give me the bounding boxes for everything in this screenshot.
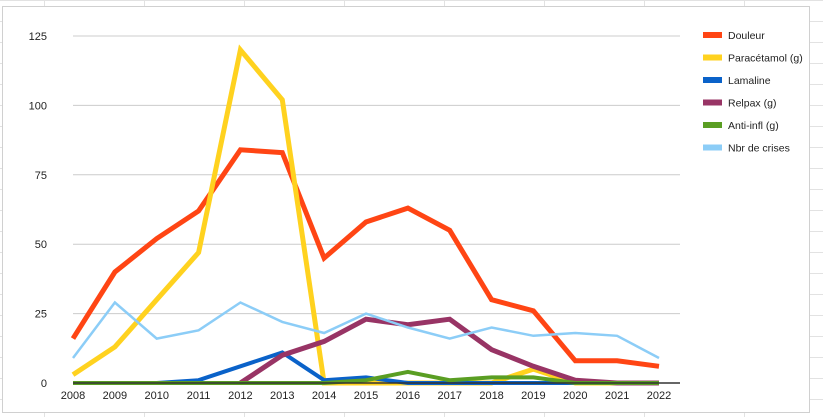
legend-swatch xyxy=(703,122,722,128)
legend-swatch xyxy=(703,77,722,83)
x-tick-label: 2019 xyxy=(521,390,545,402)
y-tick-label: 125 xyxy=(29,31,47,43)
x-tick-label: 2014 xyxy=(312,390,336,402)
legend-item[interactable]: Relpax (g) xyxy=(703,98,776,110)
x-tick-label: 2020 xyxy=(563,390,587,402)
series-line-3[interactable] xyxy=(239,316,659,386)
x-tick-label: 2009 xyxy=(103,390,127,402)
x-tick-label: 2013 xyxy=(270,390,294,402)
y-tick-label: 50 xyxy=(35,239,47,251)
y-tick-label: 75 xyxy=(35,170,47,182)
x-tick-label: 2012 xyxy=(228,390,252,402)
y-axis-ticks: 0 25 50 75 100 125 xyxy=(29,31,47,390)
legend-item[interactable]: Anti-infl (g) xyxy=(703,120,779,132)
series-line-5[interactable] xyxy=(72,300,660,360)
chart-container[interactable]: 0 25 50 75 100 125 2008 2009 2010 2011 2012 2013 20… xyxy=(2,6,810,413)
y-tick-label: 0 xyxy=(41,378,47,390)
legend-label: Douleur xyxy=(728,30,765,42)
legend-label: Nbr de crises xyxy=(728,143,790,155)
x-tick-label: 2018 xyxy=(479,390,503,402)
legend-label: Anti-infl (g) xyxy=(728,120,779,132)
x-tick-label: 2011 xyxy=(187,390,211,402)
x-tick-label: 2008 xyxy=(61,390,85,402)
x-tick-label: 2021 xyxy=(605,390,629,402)
series-line-0[interactable] xyxy=(70,147,660,369)
x-axis-ticks: 2008 2009 2010 2011 2012 2013 2014 2015 2016 2017… xyxy=(61,390,671,402)
legend-item[interactable]: Nbr de crises xyxy=(703,143,790,155)
y-tick-label: 100 xyxy=(29,100,47,112)
legend-item[interactable]: Lamaline xyxy=(703,75,771,87)
legend-item[interactable]: Paracétamol (g) xyxy=(703,53,803,65)
y-tick-label: 25 xyxy=(35,309,47,321)
x-tick-label: 2016 xyxy=(396,390,420,402)
legend-swatch xyxy=(703,144,722,151)
gridlines xyxy=(73,35,680,315)
legend-item[interactable]: Douleur xyxy=(703,30,765,42)
x-tick-label: 2022 xyxy=(647,390,671,402)
legend-label: Relpax (g) xyxy=(728,98,776,110)
x-tick-label: 2015 xyxy=(354,390,378,402)
x-tick-label: 2017 xyxy=(437,390,461,402)
legend-label: Paracétamol (g) xyxy=(728,53,803,65)
series-lines xyxy=(70,44,660,386)
legend-swatch xyxy=(703,99,722,106)
legend[interactable]: Douleur Paracétamol (g) Lamaline Relpax (g)… xyxy=(703,30,803,155)
legend-swatch xyxy=(703,32,722,38)
x-tick-label: 2010 xyxy=(144,390,168,402)
legend-swatch xyxy=(703,54,722,61)
legend-label: Lamaline xyxy=(728,75,771,87)
